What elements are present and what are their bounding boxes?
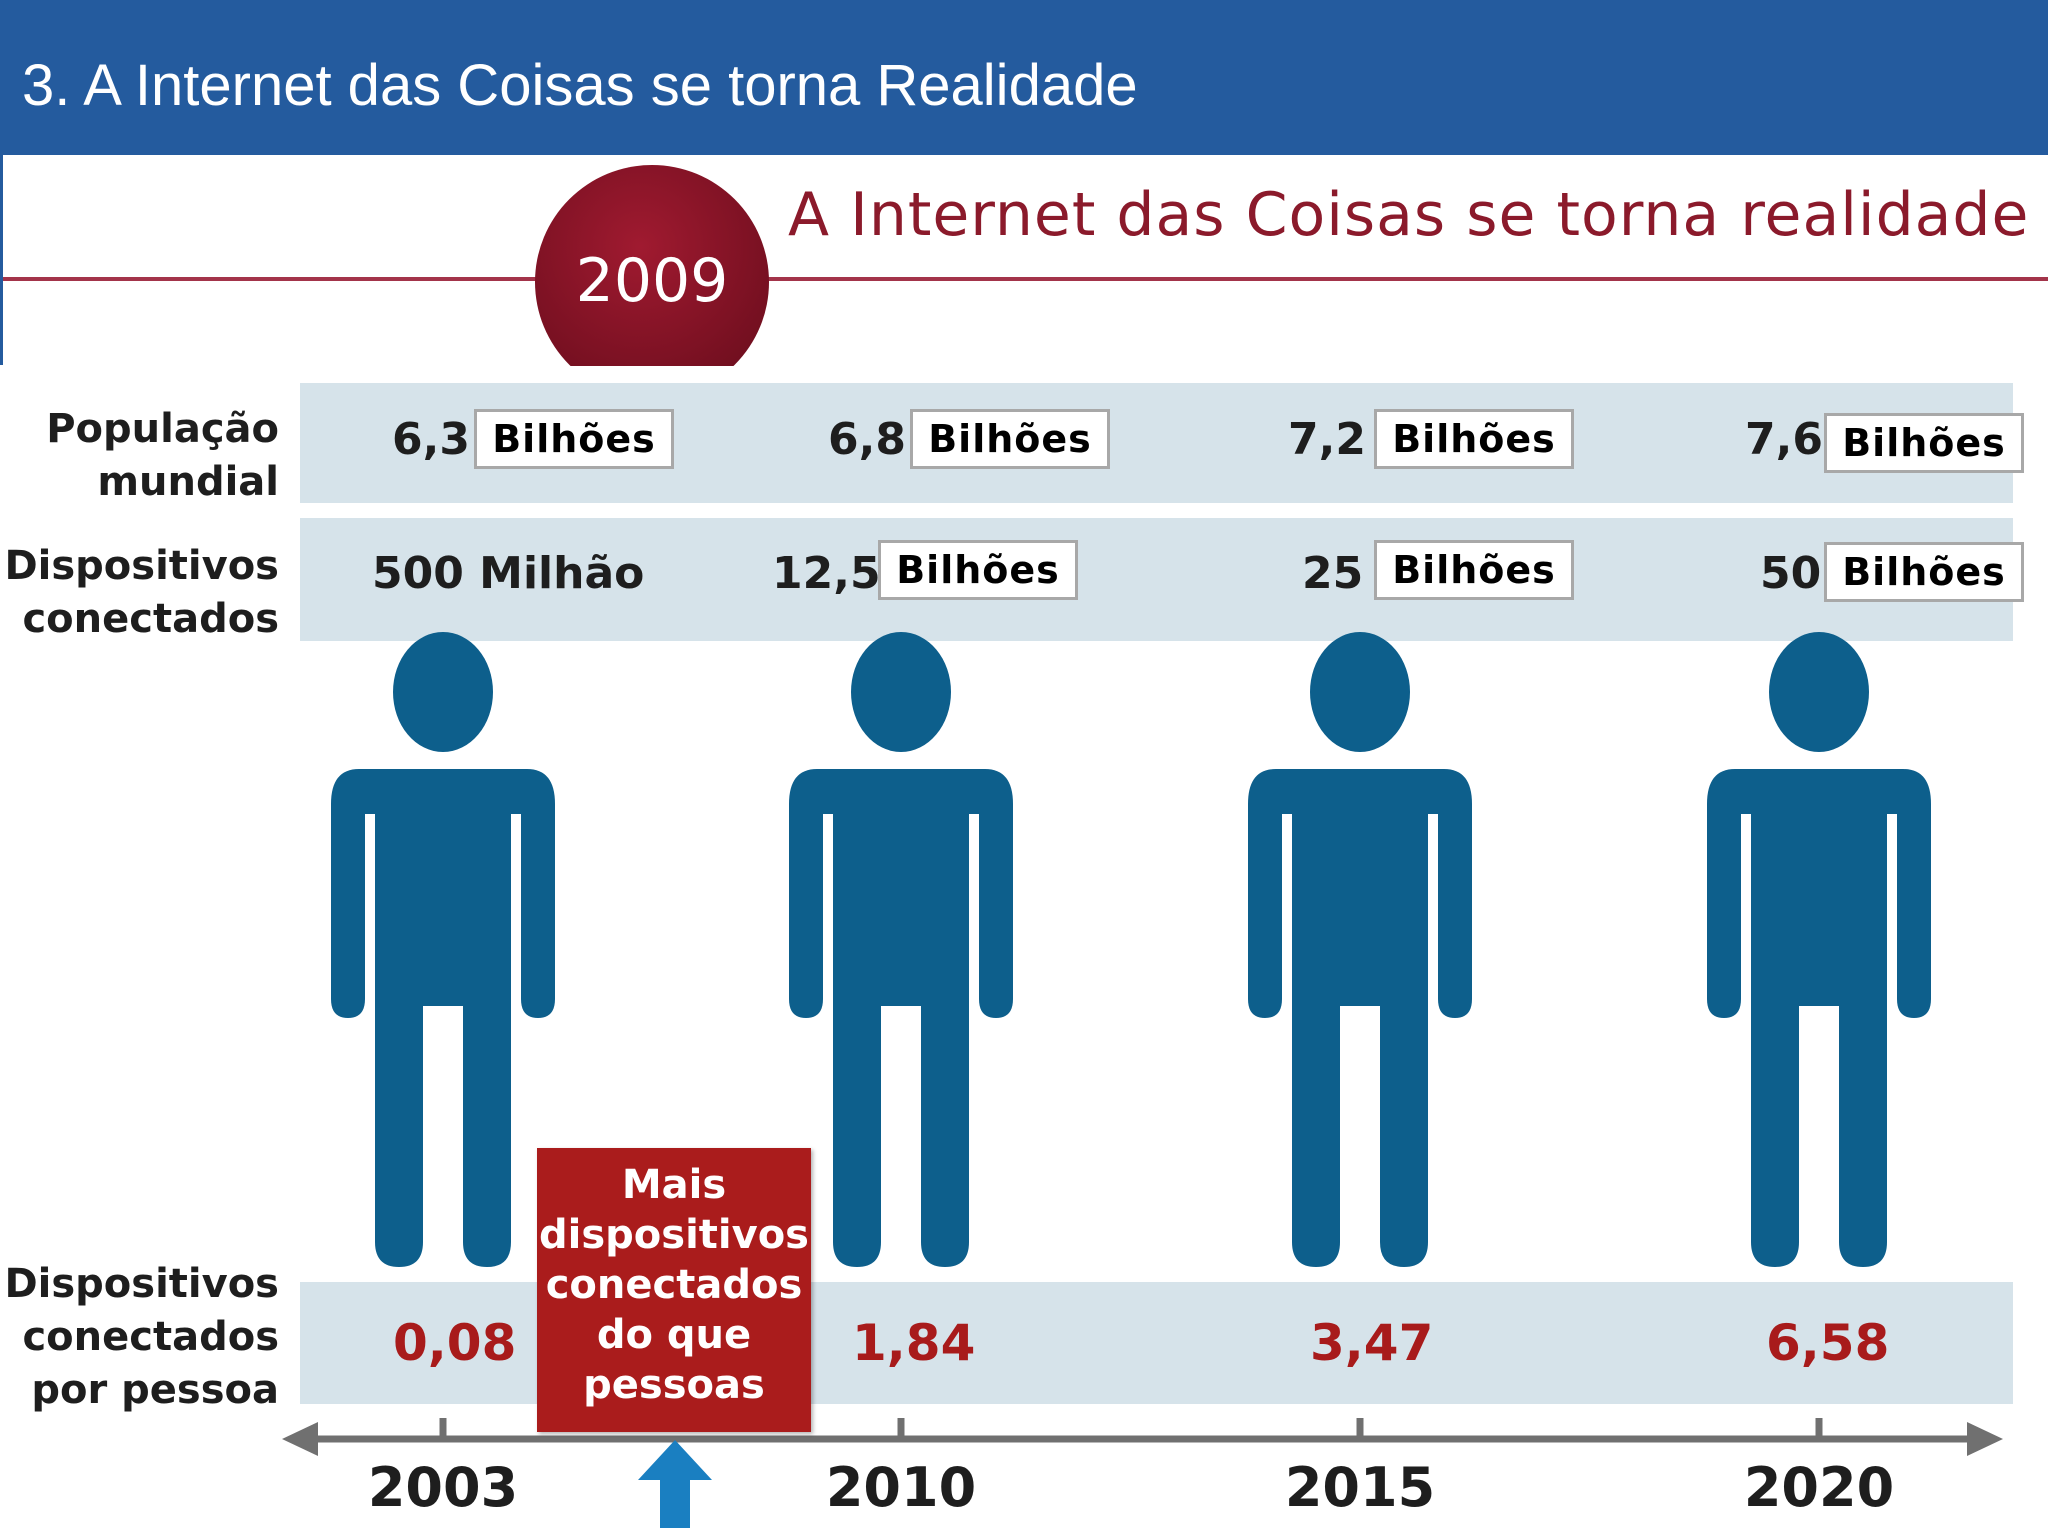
devices-value: 25 [1302, 548, 1364, 599]
per-person-value: 3,47 [1310, 1314, 1434, 1372]
person-icon [1248, 632, 1472, 1267]
row-label-line: População [46, 406, 279, 452]
person-icon [331, 632, 555, 1267]
population-unit: Bilhões [910, 409, 1110, 469]
row-label-line: conectados [22, 596, 279, 642]
page-title: 3. A Internet das Coisas se torna Realid… [22, 53, 1138, 118]
row-label-population: População mundial [46, 403, 279, 509]
devices-value: 500 Milhão [372, 548, 645, 599]
devices-value: 12,5 [772, 548, 881, 599]
callout-text: Mais dispositivos conectados do que pess… [539, 1162, 809, 1408]
row-label-line: por pessoa [31, 1367, 279, 1413]
population-unit: Bilhões [1824, 413, 2024, 473]
population-value: 6,8 [828, 414, 906, 465]
row-label-per-person: Dispositivos conectados por pessoa [4, 1258, 279, 1417]
per-person-value: 1,84 [852, 1314, 976, 1372]
population-value: 6,3 [392, 414, 470, 465]
timeline-arrow [282, 1418, 2003, 1456]
person-icon [789, 632, 1013, 1267]
population-unit: Bilhões [474, 409, 674, 469]
row-label-line: mundial [97, 459, 279, 505]
population-value: 7,6 [1745, 414, 1823, 465]
devices-value: 50 [1760, 548, 1822, 599]
devices-band [300, 518, 2013, 641]
row-label-line: Dispositivos [4, 543, 279, 589]
population-unit: Bilhões [1374, 409, 1574, 469]
person-icon [1707, 632, 1931, 1267]
header-bar: 3. A Internet das Coisas se torna Realid… [0, 0, 2048, 155]
population-value: 7,2 [1288, 414, 1366, 465]
year-label: 2020 [1743, 1456, 1895, 1519]
devices-unit: Bilhões [878, 540, 1078, 600]
callout-box: Mais dispositivos conectados do que pess… [537, 1148, 811, 1432]
up-arrow-icon [638, 1440, 712, 1528]
devices-unit: Bilhões [1374, 540, 1574, 600]
left-rule [0, 155, 3, 365]
row-label-line: Dispositivos [4, 1261, 279, 1307]
year-label: 2015 [1284, 1456, 1436, 1519]
infographic-title: A Internet das Coisas se torna realidade [788, 180, 2030, 250]
year-label: 2003 [367, 1456, 519, 1519]
per-person-value: 0,08 [393, 1314, 517, 1372]
milestone-year: 2009 [575, 246, 729, 316]
milestone-circle [535, 165, 769, 366]
per-person-value: 6,58 [1766, 1314, 1890, 1372]
row-label-line: conectados [22, 1314, 279, 1360]
devices-unit: Bilhões [1824, 542, 2024, 602]
row-label-devices: Dispositivos conectados [4, 540, 279, 646]
year-label: 2010 [825, 1456, 977, 1519]
